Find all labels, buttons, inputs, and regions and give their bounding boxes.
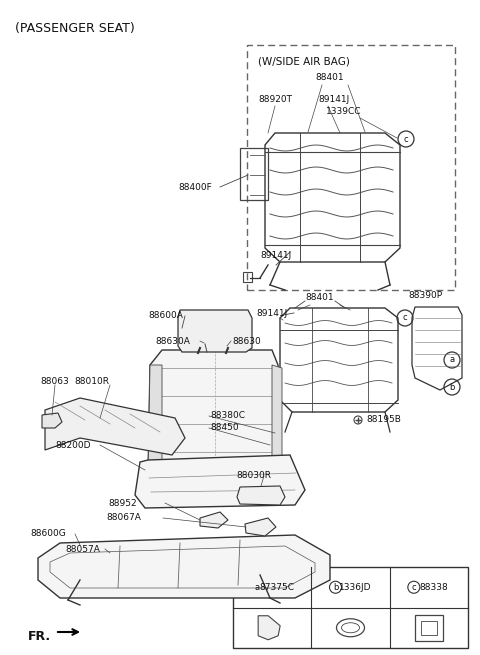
Text: 88010R: 88010R — [74, 377, 109, 386]
Polygon shape — [148, 365, 162, 480]
Text: 1339CC: 1339CC — [326, 107, 361, 117]
Text: 89141J: 89141J — [256, 309, 287, 318]
Text: 88030R: 88030R — [236, 470, 271, 479]
Text: 88200D: 88200D — [55, 441, 91, 449]
Text: 88400F: 88400F — [178, 183, 212, 191]
Polygon shape — [148, 350, 282, 490]
Bar — [247, 45, 455, 290]
Bar — [415, 615, 443, 641]
Bar — [222, 343, 229, 350]
Text: 88401: 88401 — [306, 293, 334, 303]
Bar — [240, 148, 268, 200]
Polygon shape — [42, 413, 62, 428]
Text: 88630: 88630 — [232, 337, 261, 345]
Polygon shape — [38, 535, 330, 598]
Text: b: b — [449, 383, 455, 392]
Text: 89141J: 89141J — [260, 250, 291, 259]
Polygon shape — [237, 486, 285, 505]
Text: a: a — [449, 356, 455, 364]
Text: 88401: 88401 — [316, 73, 344, 83]
Text: a: a — [254, 583, 260, 591]
Text: 88600A: 88600A — [148, 312, 183, 320]
Text: c: c — [403, 314, 408, 322]
Polygon shape — [200, 512, 228, 528]
Text: 88338: 88338 — [420, 583, 448, 591]
Polygon shape — [45, 398, 185, 455]
Polygon shape — [245, 518, 276, 536]
Text: c: c — [404, 134, 408, 143]
Bar — [203, 340, 210, 348]
Bar — [421, 621, 437, 635]
Text: (PASSENGER SEAT): (PASSENGER SEAT) — [15, 22, 135, 35]
Text: 87375C: 87375C — [260, 583, 295, 591]
Text: 88450: 88450 — [210, 424, 239, 432]
Text: 88390P: 88390P — [408, 291, 442, 301]
Text: 88057A: 88057A — [65, 544, 100, 553]
Text: 88063: 88063 — [40, 377, 69, 386]
Text: 88952: 88952 — [108, 498, 137, 508]
Text: 88380C: 88380C — [210, 411, 245, 421]
Text: 88067A: 88067A — [106, 514, 141, 523]
Polygon shape — [272, 365, 282, 480]
Text: FR.: FR. — [28, 629, 51, 643]
Text: 88920T: 88920T — [258, 94, 292, 103]
Text: (W/SIDE AIR BAG): (W/SIDE AIR BAG) — [258, 57, 350, 67]
Text: 1336JD: 1336JD — [339, 583, 372, 591]
Polygon shape — [178, 310, 252, 352]
Bar — [233, 567, 468, 648]
Polygon shape — [135, 455, 305, 508]
Polygon shape — [258, 616, 280, 640]
Text: 88195B: 88195B — [366, 415, 401, 424]
Text: c: c — [411, 583, 416, 591]
Text: b: b — [333, 583, 338, 591]
Text: 88630A: 88630A — [155, 337, 190, 345]
Bar — [243, 272, 252, 282]
Text: 89141J: 89141J — [318, 94, 349, 103]
Text: 88600G: 88600G — [30, 529, 66, 538]
